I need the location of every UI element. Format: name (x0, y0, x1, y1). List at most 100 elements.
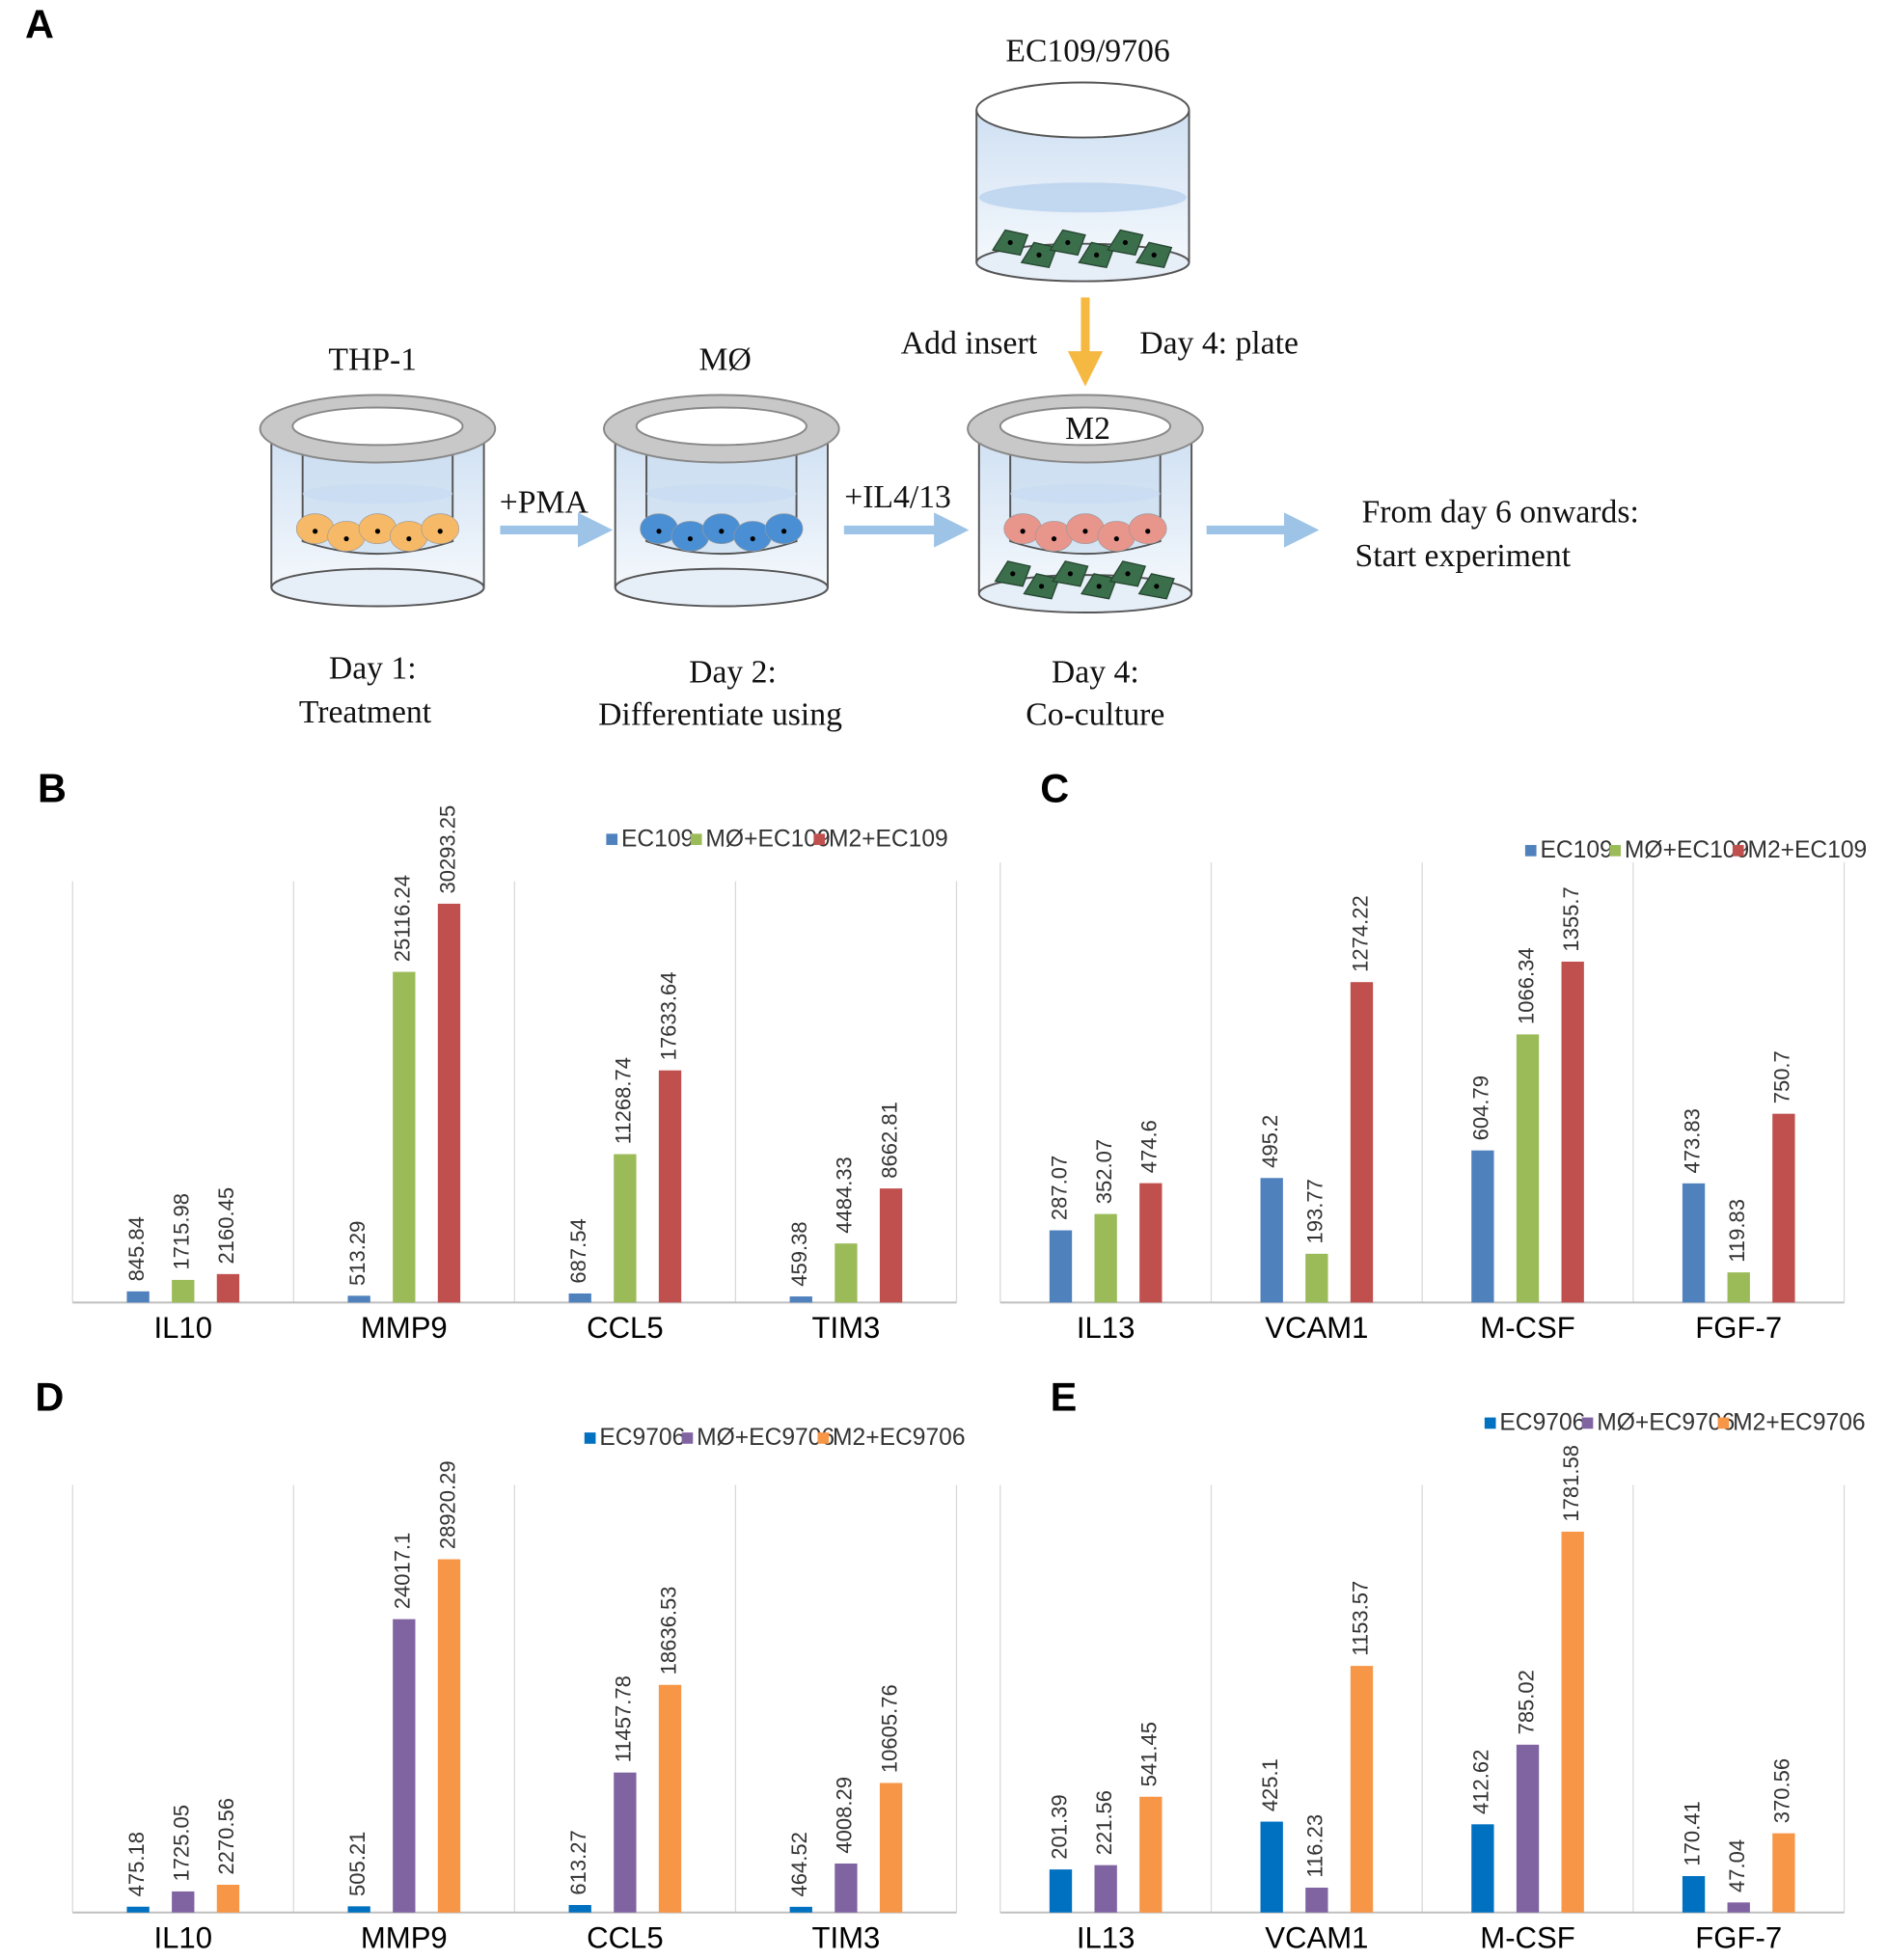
insert-hole (999, 406, 1172, 447)
value-label: 11457.78 (612, 1675, 636, 1762)
label: From day 6 onwards: (1362, 495, 1639, 531)
legend-swatch (1524, 845, 1537, 857)
x-tick-label: FGF-7 (1695, 1920, 1782, 1954)
bar (347, 1906, 370, 1913)
beaker-bottom (270, 567, 485, 608)
x-tick-label: FGF-7 (1695, 1311, 1782, 1345)
value-label: 845.84 (124, 1216, 149, 1281)
legend-swatch (584, 1432, 596, 1444)
value-label: 513.29 (345, 1221, 369, 1286)
nucleus (374, 529, 381, 534)
value-label: 459.38 (787, 1221, 811, 1286)
bar (126, 1291, 150, 1303)
nucleus (750, 535, 755, 542)
bar (347, 1295, 370, 1303)
bar (437, 1559, 461, 1913)
value-label: 4484.33 (833, 1157, 857, 1234)
value-label: 116.23 (1303, 1814, 1327, 1878)
insert-hole (635, 406, 807, 447)
value-label: 119.83 (1725, 1199, 1749, 1263)
bar (1516, 1034, 1540, 1303)
nucleus (687, 535, 694, 542)
label: M2 (1065, 411, 1110, 447)
legend-label: EC9706 (1499, 1410, 1585, 1436)
bar (1682, 1875, 1706, 1913)
nucleus (1007, 239, 1013, 245)
nucleus (1051, 535, 1057, 542)
legend-label: MØ+EC9706 (697, 1425, 835, 1451)
value-label: 2270.56 (214, 1798, 238, 1875)
nucleus (1094, 252, 1100, 258)
legend-label: MØ+EC9706 (1597, 1410, 1735, 1436)
value-label: 541.45 (1137, 1722, 1162, 1786)
value-label: 1153.57 (1348, 1581, 1372, 1656)
nucleus (437, 529, 443, 534)
legend-swatch (1732, 845, 1744, 857)
nucleus (343, 535, 349, 542)
legend-swatch (1717, 1417, 1730, 1429)
legend-swatch (681, 1432, 694, 1444)
bar (1516, 1744, 1540, 1913)
bar (1305, 1887, 1328, 1913)
nucleus (1065, 239, 1071, 245)
x-tick-label: TIM3 (812, 1311, 881, 1345)
bar (1772, 1113, 1795, 1303)
value-label: 28920.29 (435, 1460, 459, 1549)
legend-label: EC9706 (599, 1425, 685, 1451)
value-label: 2160.45 (214, 1187, 238, 1265)
value-label: 47.04 (1725, 1839, 1749, 1892)
x-tick-label: VCAM1 (1265, 1920, 1368, 1954)
bar (1561, 1531, 1584, 1913)
label: Day 2: (689, 655, 777, 691)
bar (1139, 1183, 1163, 1303)
nucleus (781, 529, 787, 534)
value-label: 505.21 (345, 1832, 369, 1896)
label: Day 4: plate (1139, 326, 1299, 362)
value-label: 4008.29 (833, 1777, 857, 1854)
legend-swatch (1581, 1417, 1594, 1429)
bar (789, 1296, 812, 1303)
bar (1049, 1230, 1073, 1303)
x-tick-label: MMP9 (361, 1920, 448, 1954)
membrane (1010, 483, 1161, 504)
bar (1094, 1865, 1117, 1913)
nucleus (1145, 529, 1151, 534)
value-label: 221.56 (1092, 1790, 1116, 1855)
bar (614, 1154, 637, 1303)
bar (879, 1783, 903, 1913)
diagram (259, 81, 1320, 613)
x-tick-label: CCL5 (587, 1920, 664, 1954)
label: +IL4/13 (844, 479, 951, 515)
label: Add insert (901, 326, 1038, 362)
bar (172, 1279, 195, 1303)
bar (1471, 1824, 1494, 1913)
panel-label: A (25, 1, 54, 46)
value-label: 25116.24 (391, 875, 415, 962)
x-tick-label: IL13 (1077, 1311, 1136, 1345)
value-label: 1715.98 (170, 1193, 194, 1270)
x-tick-label: TIM3 (812, 1920, 881, 1954)
label: Start experiment (1355, 538, 1572, 574)
value-label: 604.79 (1469, 1075, 1493, 1140)
bar (1260, 1178, 1283, 1303)
value-label: 201.39 (1047, 1794, 1071, 1859)
value-label: 613.27 (566, 1830, 590, 1894)
x-tick-label: CCL5 (587, 1311, 664, 1345)
bar (1471, 1150, 1494, 1303)
nucleus (313, 529, 318, 534)
beaker-top (975, 81, 1190, 139)
x-tick-label: M-CSF (1480, 1920, 1574, 1954)
x-tick-label: VCAM1 (1265, 1311, 1368, 1345)
value-label: 425.1 (1258, 1758, 1282, 1811)
x-tick-label: IL10 (154, 1920, 213, 1954)
nucleus (1125, 571, 1131, 577)
x-tick-label: M-CSF (1480, 1311, 1574, 1345)
label: Day 4: (1052, 655, 1139, 691)
bar (1350, 1666, 1374, 1913)
nucleus (1096, 584, 1102, 589)
value-label: 11268.74 (612, 1057, 636, 1144)
bar (789, 1906, 812, 1913)
nucleus (1020, 529, 1026, 534)
bar (658, 1684, 682, 1913)
